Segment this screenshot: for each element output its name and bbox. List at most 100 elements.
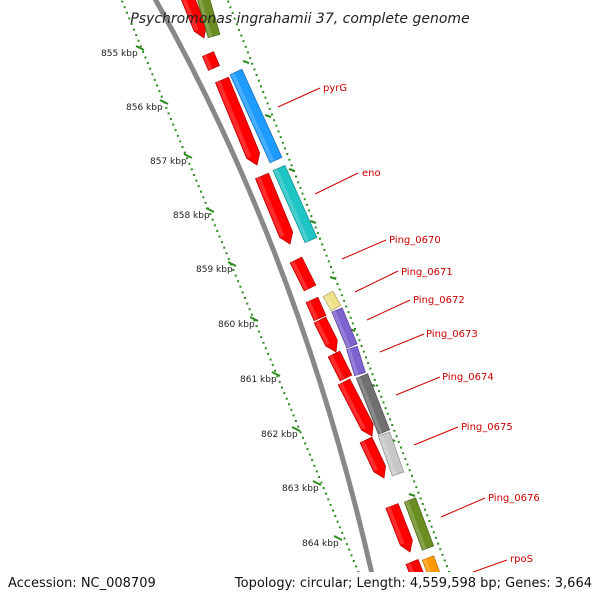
- scale-dot: [156, 84, 158, 87]
- scale-dot: [216, 229, 219, 232]
- scale-dot: [128, 17, 131, 20]
- cds-feature-highlight: [290, 260, 309, 291]
- outer-dot: [358, 339, 361, 342]
- scale-label: 860 kbp: [218, 320, 255, 330]
- outer-dot: [290, 164, 293, 167]
- scale-major-tick: [291, 426, 301, 432]
- outer-dot: [284, 147, 286, 150]
- scale-dot: [281, 386, 283, 389]
- scale-dot: [190, 168, 193, 171]
- scale-major-tick: [227, 261, 237, 267]
- scale-dot: [241, 291, 244, 294]
- scale-dot: [274, 369, 277, 372]
- outer-dot: [238, 28, 241, 31]
- outer-dot: [268, 107, 271, 110]
- scale-dot: [125, 11, 128, 14]
- gene-feature-pyrG-highlight: [230, 72, 275, 163]
- scale-dot: [200, 190, 202, 193]
- scale-dot: [167, 112, 170, 115]
- scale-dot: [315, 470, 318, 473]
- outer-dot: [275, 124, 278, 127]
- scale-major-tick: [312, 480, 322, 486]
- gene-label-ping-0671: Ping_0671: [401, 267, 453, 278]
- outer-dot: [305, 203, 308, 206]
- outer-dot: [349, 316, 352, 319]
- cds-feature-highlight: [203, 54, 213, 71]
- outer-dot: [330, 266, 332, 268]
- scale-dot: [355, 565, 358, 568]
- scale-major-tick: [205, 207, 215, 213]
- outer-dot: [277, 130, 280, 133]
- cds-feature: [405, 558, 424, 572]
- outer-dot: [397, 440, 400, 443]
- scale-dot: [304, 442, 307, 445]
- outer-dot: [316, 232, 319, 235]
- outer-dot: [421, 503, 424, 505]
- gene-feature-pyrG: [229, 68, 283, 164]
- outer-major-tick: [309, 220, 317, 224]
- scale-dot: [149, 67, 152, 70]
- outer-dot: [384, 407, 387, 410]
- outer-dot: [295, 175, 297, 178]
- outer-dot: [347, 311, 350, 314]
- label-leader-line: [379, 333, 425, 353]
- cds-feature: [385, 503, 413, 553]
- scale-dot: [290, 408, 293, 411]
- scale-dot: [144, 56, 147, 59]
- outer-dot: [233, 17, 236, 20]
- scale-dot: [169, 118, 172, 120]
- outer-dot: [281, 141, 284, 144]
- outer-dot: [443, 559, 446, 562]
- outer-dot: [246, 51, 249, 54]
- scale-dot: [234, 274, 237, 277]
- scale-dot: [348, 548, 351, 551]
- outer-dot: [325, 254, 328, 257]
- outer-dot: [367, 361, 370, 364]
- outer-dot: [321, 243, 324, 246]
- scale-dot: [320, 481, 323, 484]
- scale-dot: [357, 571, 360, 572]
- scale-dot: [271, 364, 274, 367]
- outer-dot: [389, 418, 391, 421]
- scale-dot: [334, 515, 337, 518]
- outer-dot: [356, 333, 359, 336]
- scale-dot: [181, 146, 184, 148]
- scale-label: 857 kbp: [150, 157, 187, 167]
- scale-dot: [345, 543, 348, 546]
- outer-dot: [260, 85, 262, 88]
- outer-dot: [380, 395, 383, 398]
- scale-dot: [278, 380, 281, 383]
- outer-dot: [375, 384, 378, 387]
- outer-dot: [297, 181, 300, 184]
- cds-feature: [305, 296, 327, 322]
- scale-major-tick: [333, 535, 343, 541]
- gene-feature-ping-0672-highlight: [332, 310, 351, 348]
- cds-feature-highlight: [406, 562, 415, 572]
- scale-dot: [248, 308, 251, 311]
- scale-dot: [332, 509, 334, 512]
- scale-dot: [204, 201, 207, 204]
- scale-dot: [338, 526, 341, 529]
- gene-feature-ping-0674: [355, 373, 391, 435]
- scale-labels: 855 kbp 856 kbp 857 kbp 858 kbp 859 kbp …: [101, 49, 339, 549]
- cds-feature: [289, 256, 317, 292]
- scale-dot: [172, 123, 175, 126]
- cds-feature-highlight: [360, 440, 378, 472]
- label-leader-line: [395, 376, 441, 396]
- scale-dot: [137, 39, 140, 42]
- outer-dot: [273, 119, 276, 122]
- label-leader-line: [440, 497, 486, 518]
- outer-dot: [257, 79, 260, 82]
- gene-feature-ping-0671: [322, 290, 342, 312]
- outer-dot: [426, 514, 429, 517]
- label-leader-line: [366, 299, 411, 321]
- outer-dot: [253, 68, 256, 71]
- scale-dot: [306, 448, 309, 450]
- gene-features: [181, 0, 441, 572]
- scale-dot: [186, 157, 189, 160]
- outer-dot: [345, 305, 348, 308]
- scale-dot: [218, 235, 221, 238]
- label-leader-line: [314, 172, 359, 195]
- outer-dot: [402, 452, 405, 455]
- scale-dot: [151, 73, 154, 76]
